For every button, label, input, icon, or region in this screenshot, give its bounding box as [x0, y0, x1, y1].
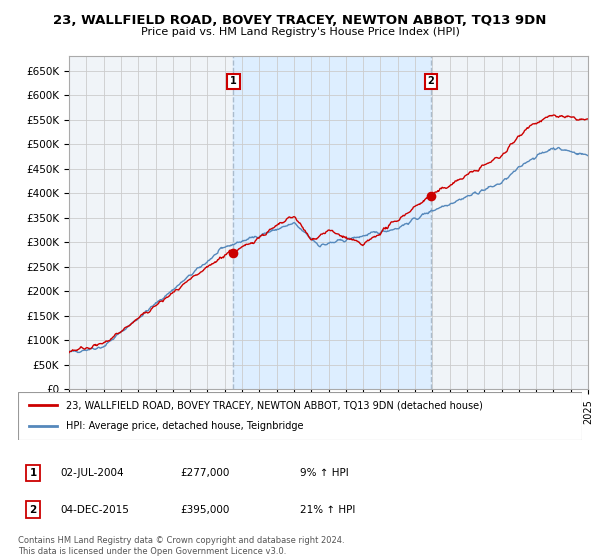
Text: 23, WALLFIELD ROAD, BOVEY TRACEY, NEWTON ABBOT, TQ13 9DN (detached house): 23, WALLFIELD ROAD, BOVEY TRACEY, NEWTON…	[66, 400, 483, 410]
Text: £395,000: £395,000	[180, 505, 229, 515]
Text: 04-DEC-2015: 04-DEC-2015	[60, 505, 129, 515]
Text: 2: 2	[428, 77, 434, 86]
Text: 1: 1	[29, 468, 37, 478]
Text: Contains HM Land Registry data © Crown copyright and database right 2024.
This d: Contains HM Land Registry data © Crown c…	[18, 536, 344, 556]
Text: 21% ↑ HPI: 21% ↑ HPI	[300, 505, 355, 515]
Text: 2: 2	[29, 505, 37, 515]
Text: HPI: Average price, detached house, Teignbridge: HPI: Average price, detached house, Teig…	[66, 421, 304, 431]
Text: Price paid vs. HM Land Registry's House Price Index (HPI): Price paid vs. HM Land Registry's House …	[140, 27, 460, 37]
FancyBboxPatch shape	[18, 392, 582, 440]
Text: £277,000: £277,000	[180, 468, 229, 478]
Text: 02-JUL-2004: 02-JUL-2004	[60, 468, 124, 478]
Text: 1: 1	[230, 77, 237, 86]
Text: 23, WALLFIELD ROAD, BOVEY TRACEY, NEWTON ABBOT, TQ13 9DN: 23, WALLFIELD ROAD, BOVEY TRACEY, NEWTON…	[53, 14, 547, 27]
Text: 9% ↑ HPI: 9% ↑ HPI	[300, 468, 349, 478]
Bar	[233, 56, 431, 389]
